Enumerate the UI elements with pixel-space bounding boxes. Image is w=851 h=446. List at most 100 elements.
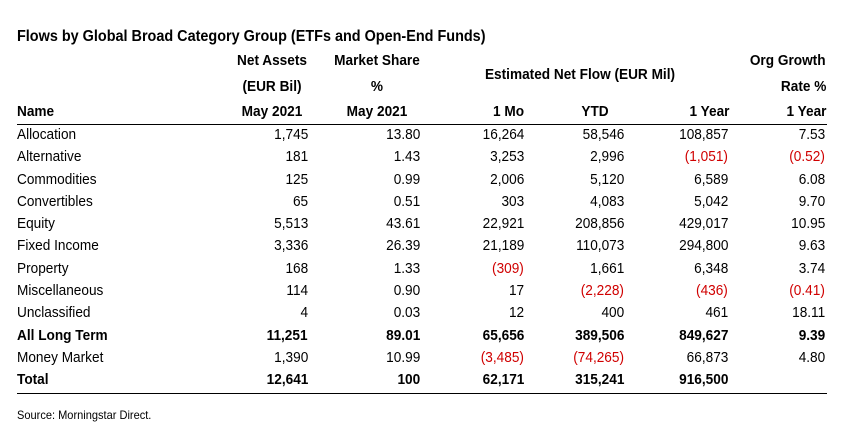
table-body: Allocation 1,745 13.80 16,264 58,546 108,857 7…: [0, 126, 851, 394]
row-name: Alternative: [17, 149, 82, 166]
cell-org-growth: 3.74: [798, 260, 825, 277]
cell-org-growth: 4.80: [798, 349, 825, 366]
cell-flow-1yr: (436): [696, 283, 728, 300]
header-market-share-line2: %: [370, 79, 384, 95]
cell-market-share: 0.03: [393, 305, 420, 322]
cell-market-share: 0.90: [393, 283, 420, 300]
cell-market-share: 1.33: [393, 260, 420, 277]
cell-net-assets: 12,641: [266, 372, 308, 389]
table-row: Allocation 1,745 13.80 16,264 58,546 108,857 7…: [0, 126, 851, 148]
header-market-share-line1: Market Share: [334, 53, 420, 69]
table-row: Unclassified 4 0.03 12 400 461 18.11: [0, 304, 851, 326]
table-row: Money Market 1,390 10.99 (3,485) (74,265) 66,…: [0, 349, 851, 371]
cell-market-share: 26.39: [385, 238, 420, 255]
cell-flow-1yr: 294,800: [678, 238, 728, 255]
cell-flow-1mo: 65,656: [482, 327, 524, 344]
header-market-share-line3: May 2021: [346, 104, 408, 120]
table-bottom-line: [17, 393, 827, 394]
cell-net-assets: 1,745: [273, 127, 308, 143]
cell-org-growth: 9.70: [798, 193, 825, 210]
cell-flow-1mo: 17: [508, 283, 524, 300]
table-title: Flows by Global Broad Category Group (ET…: [17, 28, 486, 45]
cell-flow-1mo: 62,171: [482, 372, 524, 389]
cell-net-assets: 65: [292, 193, 308, 210]
cell-market-share: 10.99: [385, 349, 420, 366]
cell-market-share: 89.01: [385, 327, 420, 344]
cell-flow-1yr: 66,873: [686, 349, 728, 366]
header-name: Name: [17, 104, 55, 120]
cell-market-share: 43.61: [385, 216, 420, 233]
cell-net-assets: 11,251: [267, 327, 308, 344]
cell-market-share: 0.99: [393, 171, 420, 188]
header-org-growth-line2: Rate %: [780, 79, 826, 95]
row-name: Money Market: [17, 349, 104, 366]
header-flow-1yr: 1 Year: [689, 104, 729, 120]
cell-org-growth: 9.39: [798, 327, 825, 344]
cell-org-growth: (0.41): [789, 283, 825, 300]
cell-flow-ytd: (74,265): [573, 349, 624, 366]
header-org-growth-line1: Org Growth: [750, 53, 826, 69]
table-row: Total 12,641 100 62,171 315,241 916,500: [0, 371, 851, 393]
cell-org-growth: 7.53: [798, 127, 825, 143]
cell-flow-ytd: 5,120: [589, 171, 624, 188]
cell-flow-1yr: 108,857: [678, 127, 728, 143]
cell-flow-ytd: 4,083: [589, 193, 624, 210]
table-row: Alternative 181 1.43 3,253 2,996 (1,051) (0.52…: [0, 148, 851, 170]
cell-flow-1mo: 21,189: [482, 238, 524, 255]
cell-flow-ytd: (2,228): [580, 283, 624, 300]
table-row: Fixed Income 3,336 26.39 21,189 110,073 294,8…: [0, 237, 851, 259]
cell-flow-ytd: 110,073: [575, 238, 624, 255]
cell-flow-1mo: 303: [501, 193, 524, 210]
cell-flow-1mo: (3,485): [480, 349, 524, 366]
cell-market-share: 0.51: [393, 193, 420, 210]
cell-org-growth: 6.08: [798, 171, 825, 188]
cell-flow-1mo: 22,921: [482, 216, 524, 233]
table-row: Convertibles 65 0.51 303 4,083 5,042 9.70: [0, 193, 851, 215]
table-row: Commodities 125 0.99 2,006 5,120 6,589 6.08: [0, 171, 851, 193]
cell-flow-1mo: (309): [492, 260, 524, 277]
cell-org-growth: 9.63: [798, 238, 825, 255]
table-row: All Long Term 11,251 89.01 65,656 389,506 849…: [0, 327, 851, 349]
cell-flow-ytd: 400: [601, 305, 624, 322]
row-name: Allocation: [17, 127, 77, 143]
cell-market-share: 13.80: [385, 127, 420, 143]
cell-flow-1mo: 12: [508, 305, 524, 322]
cell-net-assets: 4: [300, 305, 308, 322]
header-net-assets-line3: May 2021: [241, 104, 303, 120]
header-net-assets-line1: Net Assets: [237, 53, 307, 69]
cell-org-growth: (0.52): [789, 149, 825, 166]
cell-flow-1mo: 3,253: [489, 149, 524, 166]
cell-market-share: 100: [397, 372, 420, 389]
row-name: Commodities: [17, 171, 97, 188]
cell-net-assets: 181: [285, 149, 308, 166]
cell-net-assets: 114: [286, 283, 308, 300]
cell-flow-ytd: 389,506: [574, 327, 624, 344]
row-name: Fixed Income: [17, 238, 99, 255]
cell-org-growth: 18.11: [791, 305, 825, 322]
cell-flow-ytd: 208,856: [574, 216, 624, 233]
table-row: Miscellaneous 114 0.90 17 (2,228) (436) (0.41): [0, 282, 851, 304]
cell-flow-ytd: 1,661: [589, 260, 624, 277]
cell-flow-1yr: 429,017: [678, 216, 728, 233]
cell-flow-ytd: 58,546: [582, 127, 624, 143]
cell-flow-1mo: 16,264: [482, 127, 524, 143]
cell-flow-1mo: 2,006: [489, 171, 524, 188]
cell-net-assets: 125: [285, 171, 308, 188]
cell-flow-1yr: 916,500: [678, 372, 728, 389]
cell-flow-ytd: 315,241: [574, 372, 624, 389]
row-name: Total: [17, 372, 49, 389]
table-row: Equity 5,513 43.61 22,921 208,856 429,017 10.9…: [0, 215, 851, 237]
header-org-growth-line3: 1 Year: [786, 104, 826, 120]
cell-net-assets: 1,390: [273, 349, 308, 366]
cell-net-assets: 3,336: [273, 238, 308, 255]
cell-flow-1yr: 461: [705, 305, 728, 322]
header-flow-ytd: YTD: [581, 104, 609, 120]
row-name: Equity: [17, 216, 55, 233]
cell-flow-ytd: 2,996: [589, 149, 624, 166]
cell-market-share: 1.43: [393, 149, 420, 166]
cell-net-assets: 168: [285, 260, 308, 277]
source-note: Source: Morningstar Direct.: [17, 408, 152, 422]
row-name: Convertibles: [17, 193, 93, 210]
cell-flow-1yr: (1,051): [684, 149, 728, 166]
cell-flow-1yr: 849,627: [678, 327, 728, 344]
